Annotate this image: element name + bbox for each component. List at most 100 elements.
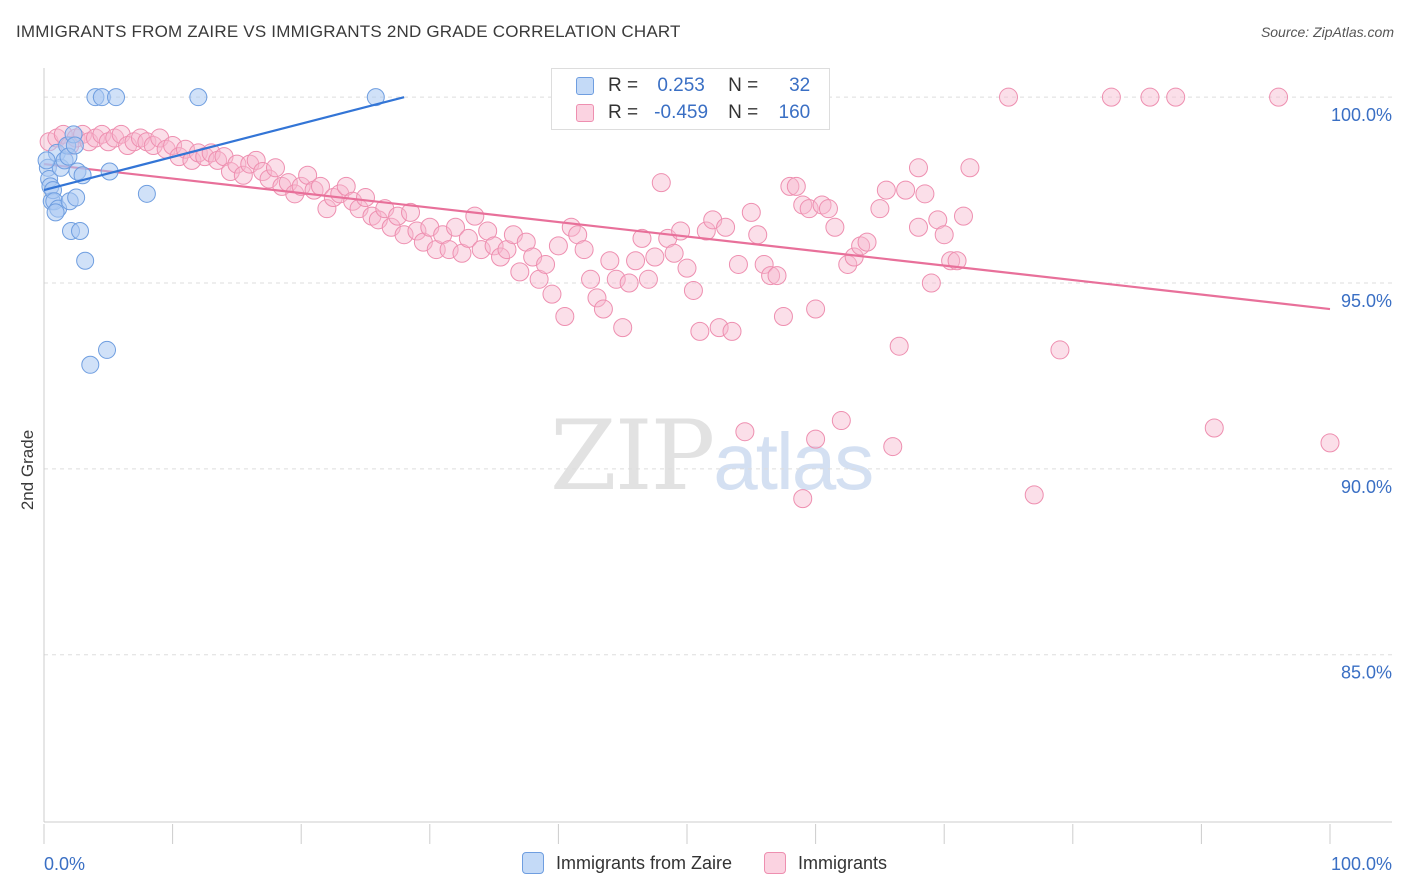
point-immigrants xyxy=(619,273,639,293)
point-immigrants xyxy=(651,173,671,193)
point-immigrants xyxy=(317,199,337,219)
point-immigrants xyxy=(1269,87,1289,107)
point-immigrants xyxy=(407,221,427,241)
point-immigrants xyxy=(638,269,658,289)
legend-label: Immigrants xyxy=(798,852,888,873)
point-immigrants xyxy=(1140,87,1160,107)
point-immigrants xyxy=(92,124,112,144)
watermark: ZIPatlas xyxy=(550,400,874,512)
point-immigrants xyxy=(1050,340,1070,360)
point-immigrants xyxy=(735,422,755,442)
point-immigrants xyxy=(773,306,793,326)
point-immigrants xyxy=(253,162,273,182)
point-immigrants xyxy=(754,254,774,274)
point-immigrants xyxy=(401,202,421,222)
point-immigrants xyxy=(613,318,633,338)
blue-swatch xyxy=(576,77,594,95)
y-tick-label: 90.0% xyxy=(1341,477,1392,497)
point-immigrants xyxy=(1101,87,1121,107)
point-immigrants xyxy=(593,299,613,319)
point-immigrants xyxy=(793,195,813,215)
point-immigrants xyxy=(491,247,511,267)
point-immigrants xyxy=(471,240,491,260)
point-zaire xyxy=(98,340,117,359)
stats-legend-row-immigrants: R = -0.459 N = 160 xyxy=(576,101,810,125)
point-immigrants xyxy=(889,336,909,356)
point-immigrants xyxy=(741,202,761,222)
pink-swatch xyxy=(764,852,787,874)
point-immigrants xyxy=(626,251,646,271)
point-zaire xyxy=(71,221,90,240)
point-immigrants xyxy=(761,266,781,286)
point-zaire xyxy=(81,355,100,374)
point-immigrants xyxy=(812,195,832,215)
legend-item-zaire[interactable]: Immigrants from Zaire xyxy=(522,852,732,874)
point-immigrants xyxy=(870,199,890,219)
legend-item-immigrants[interactable]: Immigrants xyxy=(764,852,887,874)
trendline-immigrants xyxy=(43,162,1331,311)
point-immigrants xyxy=(220,162,240,182)
point-immigrants xyxy=(233,165,253,185)
point-zaire xyxy=(107,88,126,107)
point-immigrants xyxy=(851,236,871,256)
point-zaire xyxy=(189,88,208,107)
point-immigrants xyxy=(1204,418,1224,438)
point-immigrants xyxy=(356,188,375,208)
n-label: N = xyxy=(728,102,759,123)
point-immigrants xyxy=(664,243,684,263)
point-immigrants xyxy=(208,150,228,170)
point-immigrants xyxy=(581,269,601,289)
point-immigrants xyxy=(806,299,826,319)
source-label: Source: ZipAtlas.com xyxy=(1260,24,1394,40)
point-immigrants xyxy=(780,176,800,196)
point-immigrants xyxy=(587,288,607,308)
point-immigrants xyxy=(876,180,896,200)
x-tick-label: 0.0% xyxy=(44,854,85,874)
point-immigrants xyxy=(246,150,266,170)
point-immigrants xyxy=(394,225,414,245)
stats-legend-row-zaire: R = 0.253 N = 32 xyxy=(576,74,810,98)
point-immigrants xyxy=(806,429,826,449)
point-zaire xyxy=(76,251,95,270)
bottom-legend: Immigrants from Zaire Immigrants xyxy=(522,852,919,874)
point-immigrants xyxy=(953,206,973,226)
point-immigrants xyxy=(748,225,768,245)
point-immigrants xyxy=(683,280,703,300)
point-immigrants xyxy=(465,206,485,226)
r-value: -0.459 xyxy=(654,102,709,123)
point-immigrants xyxy=(690,321,710,341)
r-label: R = xyxy=(608,102,639,123)
point-immigrants xyxy=(722,321,742,341)
legend-label: Immigrants from Zaire xyxy=(556,852,733,873)
point-immigrants xyxy=(632,228,652,248)
watermark-atlas: atlas xyxy=(713,417,874,506)
point-immigrants xyxy=(793,489,813,509)
stats-legend: R = 0.253 N = 32 R = -0.459 N = 160 xyxy=(551,68,830,130)
point-immigrants xyxy=(265,158,285,178)
point-zaire xyxy=(67,188,86,207)
point-immigrants xyxy=(484,236,504,256)
point-zaire xyxy=(137,184,156,203)
point-immigrants xyxy=(728,254,748,274)
n-value: 32 xyxy=(789,75,811,96)
point-immigrants xyxy=(709,318,729,338)
trendline-zaire xyxy=(43,96,405,192)
point-immigrants xyxy=(908,217,928,237)
point-immigrants xyxy=(137,132,157,152)
point-zaire xyxy=(65,136,84,155)
point-immigrants xyxy=(600,251,620,271)
point-immigrants xyxy=(548,236,568,256)
point-immigrants xyxy=(1024,485,1044,505)
point-zaire xyxy=(46,203,65,222)
watermark-zip: ZIP xyxy=(550,400,715,512)
point-immigrants xyxy=(163,135,183,155)
point-immigrants xyxy=(960,158,980,178)
point-immigrants xyxy=(947,251,967,271)
point-immigrants xyxy=(786,176,806,196)
point-immigrants xyxy=(510,262,530,282)
point-immigrants xyxy=(85,128,105,148)
point-immigrants xyxy=(696,221,716,241)
pink-swatch xyxy=(576,104,594,122)
y-tick-label: 85.0% xyxy=(1341,663,1392,683)
